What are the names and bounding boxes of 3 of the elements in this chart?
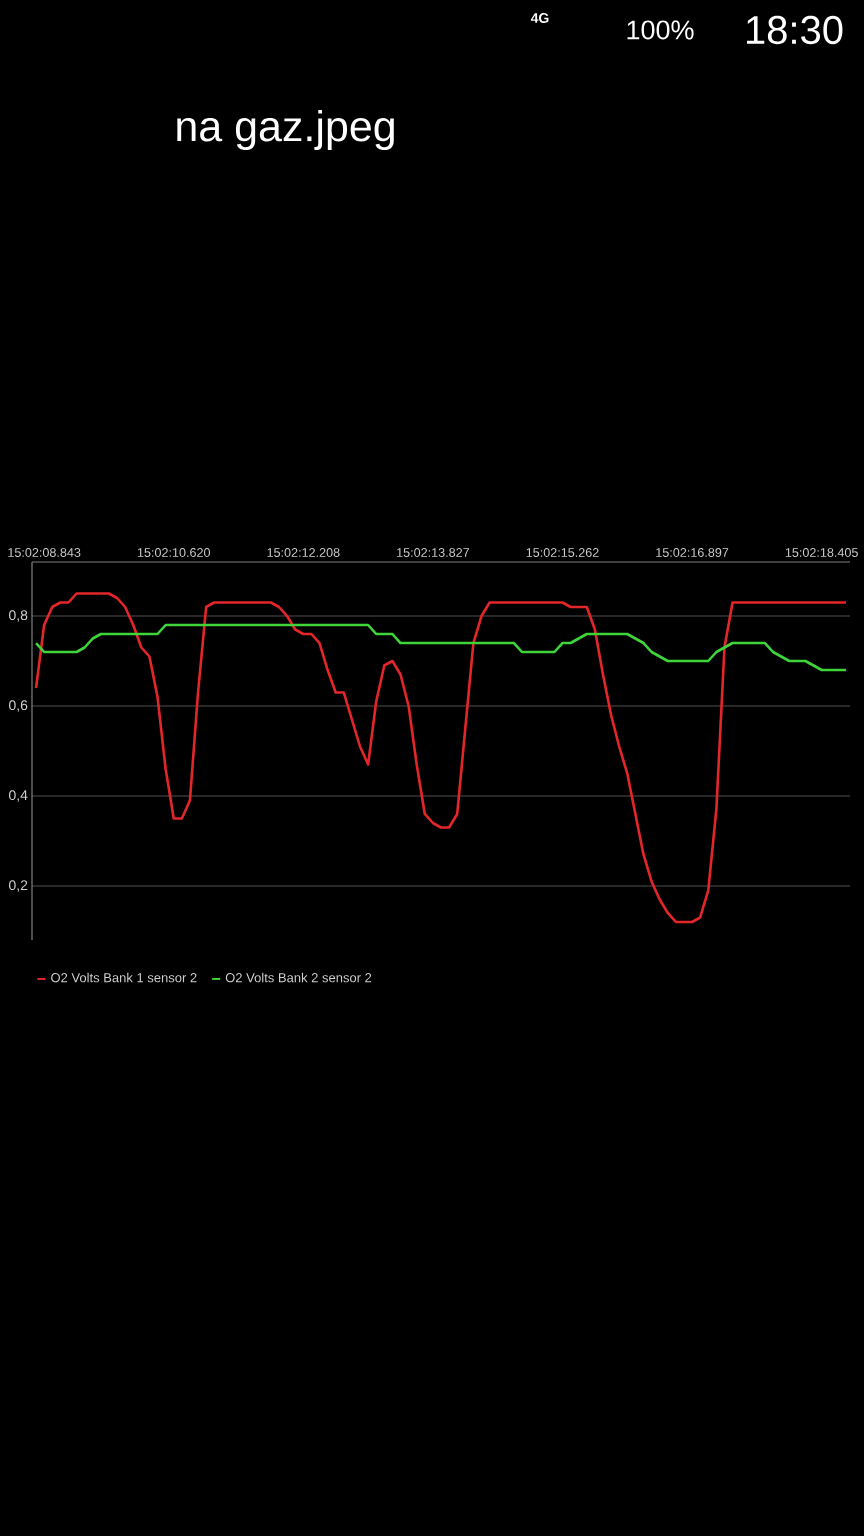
text: 18:30 (747, 15, 843, 45)
chart-title: na gaz.jpeg (177, 109, 394, 151)
text: 100% (627, 20, 694, 40)
